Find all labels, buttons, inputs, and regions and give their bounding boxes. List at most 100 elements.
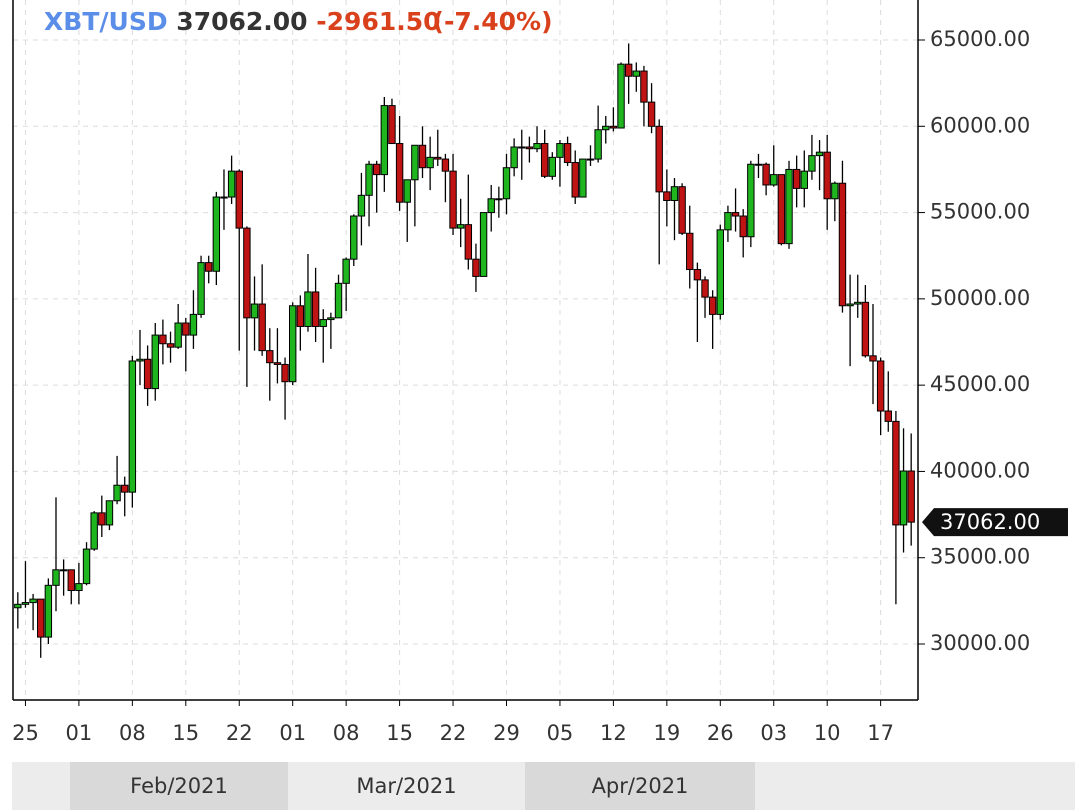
- y-tick-label: 45000.00: [930, 372, 1030, 396]
- y-tick-label: 60000.00: [930, 113, 1030, 137]
- x-tick-label: 26: [707, 721, 734, 745]
- candle-body: [151, 334, 159, 390]
- x-tick-label: 10: [814, 721, 841, 745]
- candle-body: [640, 70, 648, 103]
- candle-body: [594, 129, 602, 160]
- candle-body: [655, 125, 663, 193]
- candle-body: [800, 170, 808, 189]
- candle-body: [342, 258, 350, 284]
- candle-body: [197, 262, 205, 315]
- candle-body: [395, 143, 404, 203]
- candle-body: [380, 105, 389, 176]
- candle-body: [90, 512, 98, 550]
- candle-body: [52, 569, 60, 586]
- candle-body: [288, 305, 297, 383]
- candle-body: [624, 63, 633, 77]
- x-tick-label: 25: [12, 721, 39, 745]
- candle-body: [762, 163, 770, 186]
- symbol: XBT/USD: [44, 7, 168, 36]
- candle-body: [548, 156, 557, 177]
- candle-body: [357, 194, 366, 217]
- candle-body: [831, 182, 839, 200]
- candle-body: [174, 322, 182, 348]
- period-box: [525, 762, 755, 810]
- candle-body: [495, 198, 503, 201]
- candle-body: [311, 291, 320, 327]
- candle-body: [456, 224, 465, 229]
- candle-body: [838, 182, 847, 307]
- candle-body: [701, 279, 709, 298]
- candle-body: [29, 598, 37, 604]
- candle-body: [205, 262, 213, 272]
- candle-body: [212, 196, 221, 272]
- candle-body: [609, 125, 618, 129]
- candle-body: [884, 410, 892, 422]
- candle-body: [327, 317, 335, 321]
- candle-body: [876, 360, 885, 412]
- candle-body: [365, 163, 373, 196]
- candle-body: [540, 143, 549, 177]
- candle-body: [472, 258, 480, 277]
- candle-body: [777, 174, 786, 245]
- candle-body: [75, 583, 83, 592]
- candle-body: [403, 179, 411, 203]
- candle-body: [189, 313, 198, 336]
- candle-body: [418, 144, 427, 169]
- header: XBT/USD 37062.00 -2961.50(-7.40%): [44, 7, 553, 36]
- x-tick-label: 19: [653, 721, 680, 745]
- candle-body: [533, 143, 541, 150]
- x-tick-label: 03: [760, 721, 787, 745]
- candle-body: [808, 155, 816, 172]
- x-tick-label: 08: [119, 721, 146, 745]
- candle-body: [861, 301, 870, 357]
- candle-body: [602, 125, 610, 131]
- candle-body: [586, 158, 595, 161]
- candle-body: [686, 232, 694, 271]
- candle-body: [44, 584, 53, 638]
- candle-body: [617, 63, 625, 129]
- candle-body: [632, 70, 641, 77]
- candle-body: [105, 500, 114, 526]
- period-label: Feb/2021: [130, 774, 228, 798]
- candle-body: [121, 484, 129, 493]
- change-pct: (-7.40%): [433, 7, 553, 36]
- candle-body: [770, 174, 778, 186]
- candle-body: [510, 146, 518, 169]
- candle-body: [479, 212, 488, 277]
- candle-body: [785, 168, 793, 245]
- candle-body: [731, 212, 740, 217]
- candle-body: [846, 303, 854, 307]
- candle-body: [571, 162, 579, 198]
- candle-body: [792, 168, 801, 189]
- candle-body: [235, 170, 243, 229]
- candle-body: [334, 282, 343, 319]
- candle-body: [449, 170, 457, 229]
- x-tick-label: 01: [66, 721, 93, 745]
- candle-body: [815, 151, 824, 157]
- candle-body: [136, 358, 144, 362]
- candle-body: [670, 186, 679, 201]
- candle-body: [411, 144, 419, 181]
- candle-body: [37, 598, 45, 638]
- x-tick-label: 22: [440, 721, 467, 745]
- candle-body: [319, 319, 327, 327]
- candle-body: [14, 603, 22, 609]
- candle-body: [487, 198, 495, 214]
- candle-body: [563, 143, 572, 164]
- y-tick-label: 65000.00: [930, 27, 1030, 51]
- candles: [14, 43, 915, 658]
- x-tick-label: 29: [493, 721, 520, 745]
- candle-body: [266, 350, 274, 364]
- candle-body: [823, 151, 831, 200]
- candle-body: [747, 163, 755, 238]
- candle-body: [663, 191, 671, 201]
- candle-body: [854, 301, 862, 305]
- candle-body: [166, 343, 175, 348]
- candle-body: [754, 163, 763, 166]
- candle-body: [350, 215, 358, 260]
- x-tick-label: 15: [172, 721, 199, 745]
- candle-body: [678, 186, 686, 234]
- candle-body: [556, 143, 564, 158]
- change: -2961.50: [316, 7, 440, 36]
